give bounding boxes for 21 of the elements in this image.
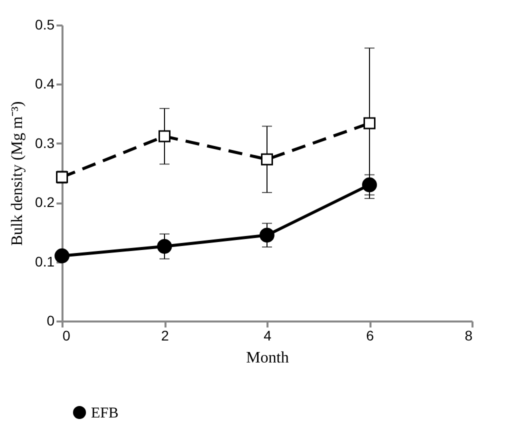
x-tick-label: 4 [264,328,272,344]
x-tick-label: 8 [464,328,473,344]
y-tick-label: 0.2 [35,194,55,210]
x-tick-label: 0 [62,328,70,344]
y-tick-label: 0.3 [35,134,55,151]
y-tick-label: 0.1 [35,253,55,270]
y-tick-label: 0.4 [35,76,55,92]
point [260,228,274,243]
y-axis-title: Bulk density (Mg m⁻³) [9,101,26,246]
y-tick-label: 0 [46,312,55,328]
legend-label: EFB [91,406,119,422]
x-tick-label: 2 [161,328,170,344]
point [54,248,70,264]
point [364,117,376,130]
y-tick-label: 0.5 [35,16,55,32]
x-axis-title: Month [246,350,289,366]
point [261,153,273,166]
point [362,177,377,192]
x-tick-label: 6 [366,328,374,344]
point [157,238,172,254]
point [158,130,170,142]
